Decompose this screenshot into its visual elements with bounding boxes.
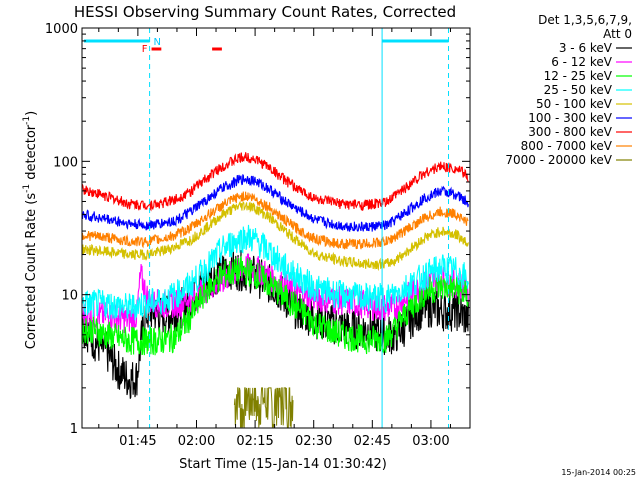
y-tick-label: 100 — [53, 155, 78, 170]
series-line-6 — [81, 174, 469, 232]
legend-entry-label: 12 - 25 keV — [544, 69, 613, 83]
series-1 — [81, 249, 469, 399]
flag-f-label: F — [142, 44, 148, 55]
series-line-2 — [81, 253, 469, 334]
plot-frame — [81, 27, 471, 429]
flag-n-label: N — [154, 37, 161, 48]
y-axis-label-sup2: -1 — [22, 116, 32, 125]
series-9 — [233, 387, 294, 428]
legend-entry-label: 6 - 12 keV — [551, 55, 613, 69]
chart-title: HESSI Observing Summary Count Rates, Cor… — [74, 3, 456, 21]
y-axis-label: Corrected Count Rate (s-1 detector-1) — [22, 111, 39, 349]
plot-series — [81, 152, 469, 428]
legend-entry-label: 800 - 7000 keV — [521, 139, 613, 153]
series-6 — [81, 174, 469, 232]
x-axis-label: Start Time (15-Jan-14 01:30:42) — [179, 457, 387, 472]
series-3 — [81, 255, 469, 356]
y-axis-label-mid: detector — [24, 124, 39, 184]
plot-overlays: FN — [84, 28, 450, 428]
legend-entry-label: 25 - 50 keV — [544, 83, 613, 97]
series-line-3 — [81, 255, 469, 356]
legend-title-1: Det 1,3,5,6,7,9, — [538, 13, 632, 27]
series-line-4 — [81, 224, 469, 321]
series-4 — [81, 224, 469, 321]
footer-date: 15-Jan-2014 00:25 — [561, 468, 636, 477]
x-tick-label: 02:30 — [295, 434, 332, 449]
series-line-7 — [81, 152, 469, 212]
y-axis-label-end: ) — [24, 111, 39, 116]
y-axis-label-sup1: -1 — [22, 184, 32, 193]
y-tick-label: 10 — [61, 289, 78, 304]
axes: 1 10 100 1000 01:45 02:00 02:15 02:30 02:45 03:00 — [45, 22, 471, 449]
y-tick-label: 1 — [70, 422, 78, 437]
series-line-1 — [81, 249, 469, 399]
series-2 — [81, 253, 469, 334]
y-axis-label-main: Corrected Count Rate (s — [24, 193, 39, 350]
legend-entry-label: 100 - 300 keV — [528, 111, 612, 125]
y-tick-label: 1000 — [45, 22, 78, 37]
legend-entry-label: 300 - 800 keV — [528, 125, 612, 139]
series-8 — [81, 191, 469, 250]
x-tick-label: 03:00 — [412, 434, 449, 449]
legend-entry-label: 50 - 100 keV — [536, 97, 613, 111]
x-tick-label: 01:45 — [119, 434, 156, 449]
series-line-5 — [81, 200, 469, 272]
legend-entry-label: 3 - 6 keV — [559, 41, 613, 55]
series-7 — [81, 152, 469, 212]
series-5 — [81, 200, 469, 272]
legend-title-2: Att 0 — [603, 27, 632, 41]
x-tick-label: 02:15 — [236, 434, 273, 449]
series-line-8 — [81, 191, 469, 250]
series-line-9 — [233, 387, 294, 428]
x-tick-label: 02:45 — [354, 434, 391, 449]
x-tick-label: 02:00 — [178, 434, 215, 449]
legend-entry-label: 7000 - 20000 keV — [505, 153, 612, 167]
